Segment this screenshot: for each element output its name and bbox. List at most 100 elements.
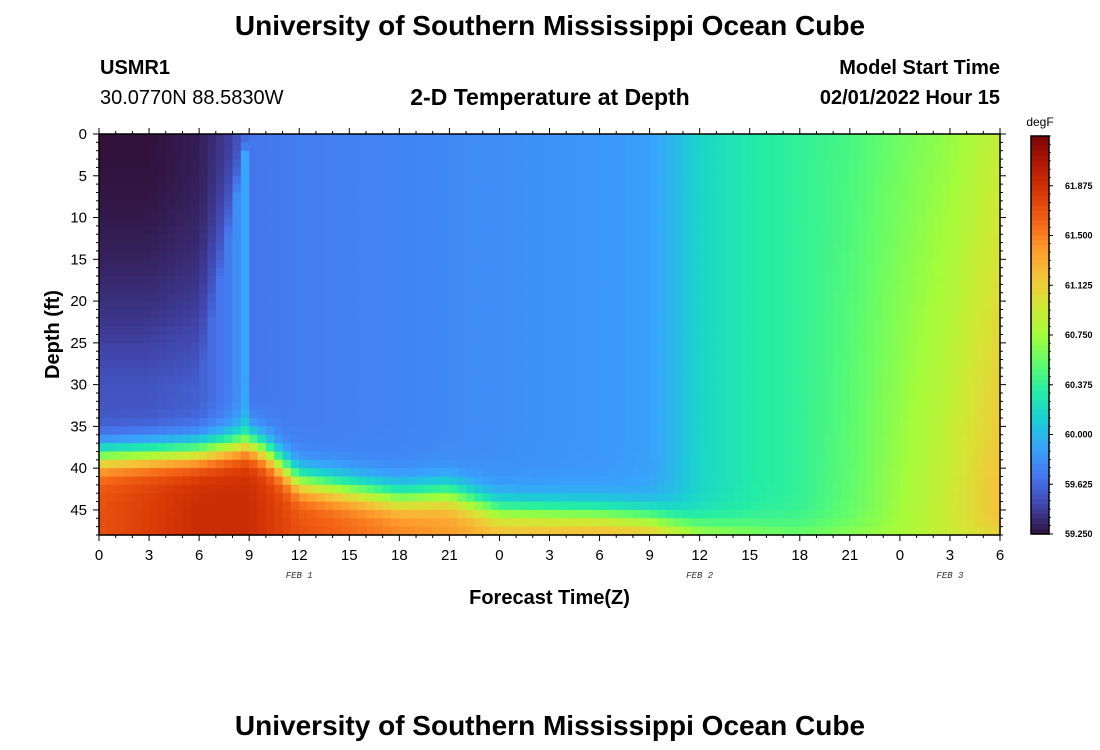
heatmap-cell bbox=[466, 501, 476, 511]
heatmap-cell bbox=[190, 418, 200, 427]
heatmap-cell bbox=[908, 175, 918, 185]
heatmap-cell bbox=[916, 134, 926, 143]
heatmap-cell bbox=[115, 459, 125, 469]
heatmap-cell bbox=[249, 342, 259, 352]
heatmap-cell bbox=[866, 134, 876, 143]
heatmap-cell bbox=[758, 392, 767, 402]
heatmap-cell bbox=[949, 301, 959, 311]
heatmap-cell bbox=[99, 418, 108, 427]
heatmap-cell bbox=[941, 392, 951, 402]
heatmap-cell bbox=[240, 384, 250, 394]
heatmap-cell bbox=[124, 459, 133, 469]
heatmap-cell bbox=[249, 384, 259, 394]
heatmap-cell bbox=[182, 509, 192, 519]
heatmap-cell bbox=[365, 242, 375, 252]
heatmap-cell bbox=[766, 234, 776, 244]
heatmap-cell bbox=[691, 234, 701, 244]
heatmap-cell bbox=[607, 301, 617, 311]
heatmap-cell bbox=[799, 192, 809, 202]
heatmap-cell bbox=[941, 200, 951, 210]
heatmap-cell bbox=[99, 409, 108, 419]
heatmap-cell bbox=[632, 367, 642, 377]
heatmap-cell bbox=[582, 367, 592, 377]
heatmap-cell bbox=[933, 225, 943, 235]
heatmap-cell bbox=[841, 142, 851, 152]
heatmap-cell bbox=[774, 392, 784, 402]
heatmap-cell bbox=[966, 159, 976, 169]
heatmap-cell bbox=[315, 342, 325, 352]
heatmap-cell bbox=[941, 401, 951, 411]
heatmap-cell bbox=[624, 242, 634, 252]
heatmap-cell bbox=[791, 376, 801, 386]
heatmap-cell bbox=[332, 276, 342, 285]
heatmap-cell bbox=[374, 476, 384, 486]
heatmap-cell bbox=[491, 250, 501, 260]
heatmap-cell bbox=[516, 443, 526, 453]
heatmap-cell bbox=[916, 259, 926, 269]
heatmap-cell bbox=[616, 501, 626, 511]
heatmap-cell bbox=[908, 267, 918, 277]
heatmap-cell bbox=[140, 451, 150, 461]
heatmap-cell bbox=[390, 301, 400, 311]
heatmap-cell bbox=[491, 468, 501, 478]
heatmap-cell bbox=[666, 184, 676, 194]
heatmap-cell bbox=[766, 142, 776, 152]
heatmap-cell bbox=[349, 468, 359, 478]
heatmap-cell bbox=[232, 509, 242, 519]
heatmap-cell bbox=[657, 418, 667, 427]
heatmap-cell bbox=[165, 217, 175, 227]
heatmap-cell bbox=[374, 184, 384, 194]
heatmap-cell bbox=[824, 167, 834, 177]
heatmap-cell bbox=[699, 217, 709, 227]
heatmap-cell bbox=[607, 376, 617, 386]
heatmap-cell bbox=[958, 234, 968, 244]
heatmap-cell bbox=[332, 217, 342, 227]
heatmap-cell bbox=[716, 459, 726, 469]
heatmap-cell bbox=[916, 217, 926, 227]
heatmap-cell bbox=[566, 493, 576, 503]
heatmap-cell bbox=[299, 501, 309, 511]
heatmap-cell bbox=[549, 259, 559, 269]
heatmap-cell bbox=[407, 159, 417, 169]
heatmap-cell bbox=[182, 292, 192, 302]
heatmap-cell bbox=[249, 426, 259, 436]
heatmap-cell bbox=[124, 267, 133, 277]
heatmap-cell bbox=[566, 192, 576, 202]
heatmap-cell bbox=[591, 142, 601, 152]
heatmap-cell bbox=[115, 242, 125, 252]
heatmap-cell bbox=[165, 134, 175, 143]
heatmap-cell bbox=[708, 409, 717, 419]
heatmap-cell bbox=[958, 367, 968, 377]
heatmap-cell bbox=[657, 376, 667, 386]
heatmap-cell bbox=[282, 134, 292, 143]
heatmap-cell bbox=[365, 334, 375, 344]
heatmap-cell bbox=[691, 376, 701, 386]
heatmap-cell bbox=[449, 509, 459, 519]
heatmap-cell bbox=[432, 342, 442, 352]
heatmap-cell bbox=[416, 401, 425, 411]
heatmap-cell bbox=[190, 209, 200, 219]
heatmap-cell bbox=[107, 384, 117, 394]
heatmap-cell bbox=[741, 317, 751, 327]
heatmap-cell bbox=[290, 443, 300, 453]
station-coordinates: 30.0770N 88.5830W bbox=[100, 87, 284, 109]
heatmap-cell bbox=[199, 326, 209, 336]
heatmap-cell bbox=[841, 367, 851, 377]
heatmap-cell bbox=[974, 225, 984, 235]
heatmap-cell bbox=[199, 209, 209, 219]
heatmap-cell bbox=[507, 167, 517, 177]
heatmap-cell bbox=[599, 376, 609, 386]
heatmap-cell bbox=[833, 342, 843, 352]
heatmap-cell bbox=[682, 468, 692, 478]
heatmap-cell bbox=[132, 175, 142, 185]
heatmap-cell bbox=[532, 418, 542, 427]
heatmap-cell bbox=[432, 209, 442, 219]
heatmap-cell bbox=[908, 200, 918, 210]
heatmap-cell bbox=[182, 418, 192, 427]
heatmap-cell bbox=[374, 242, 384, 252]
heatmap-cell bbox=[357, 392, 367, 402]
heatmap-cell bbox=[607, 242, 617, 252]
heatmap-cell bbox=[641, 209, 651, 219]
heatmap-cell bbox=[766, 459, 776, 469]
heatmap-cell bbox=[599, 317, 609, 327]
